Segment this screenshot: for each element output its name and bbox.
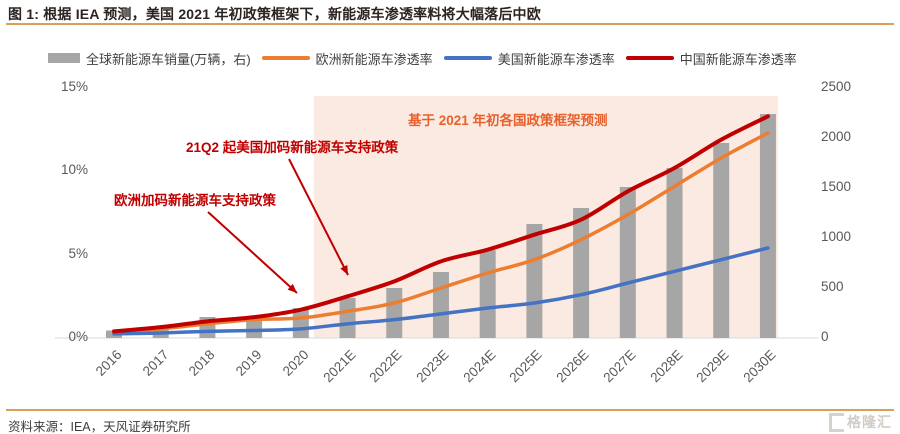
y-left-tick-0%: 0% — [68, 329, 88, 344]
y-right-tick-0: 0 — [821, 329, 829, 344]
legend-item-china: 中国新能源车渗透率 — [625, 49, 797, 68]
annotation-forecast-basis: 基于 2021 年初各国政策框架预测 — [408, 113, 608, 128]
line-swatch-us-icon — [443, 56, 492, 60]
legend-label-us: 美国新能源车渗透率 — [497, 51, 615, 67]
bar-2030E — [759, 114, 776, 338]
bar-2024E — [479, 250, 496, 338]
watermark-logo-icon — [829, 412, 844, 432]
legend-item-us: 美国新能源车渗透率 — [443, 49, 615, 68]
bar-swatch-icon — [48, 53, 80, 63]
source-note: 资料来源：IEA，天风证券研究所 — [8, 420, 191, 434]
bar-2028E — [666, 168, 683, 338]
legend-item-global-sales: 全球新能源车销量(万辆，右) — [48, 49, 251, 68]
europe-penetration-line — [112, 131, 770, 334]
annotation-us-policy: 21Q2 起美国加码新能源车支持政策 — [186, 140, 399, 155]
bar-2023E — [432, 272, 449, 338]
y-left-tick-15%: 15% — [60, 79, 88, 94]
line-swatch-europe-icon — [261, 56, 310, 60]
bar-2026E — [573, 208, 590, 338]
y-left-tick-10%: 10% — [60, 162, 88, 178]
title-underline — [6, 23, 894, 25]
bar-2021E — [339, 298, 356, 338]
legend-label-europe: 欧洲新能源车渗透率 — [315, 51, 433, 67]
watermark-text: 格隆汇 — [847, 414, 892, 430]
legend-item-europe: 欧洲新能源车渗透率 — [261, 49, 433, 68]
y-right-tick-1000: 1000 — [821, 229, 852, 244]
bar-2022E — [386, 288, 403, 338]
y-right-tick-1500: 1500 — [821, 179, 852, 194]
bar-2027E — [619, 187, 636, 338]
us-policy-arrow — [288, 158, 349, 276]
us-penetration-line — [112, 246, 770, 336]
legend-label-china: 中国新能源车渗透率 — [679, 51, 797, 67]
annotation-eu-policy: 欧洲加码新能源车支持政策 — [114, 193, 276, 208]
y-left-tick-5%: 5% — [68, 245, 88, 261]
y-right-tick-2500: 2500 — [821, 79, 852, 94]
line-swatch-china-icon — [625, 56, 674, 60]
watermark: 格隆汇 — [829, 412, 892, 432]
bar-2025E — [526, 224, 543, 338]
china-penetration-line — [112, 114, 770, 334]
figure-title: 图 1: 根据 IEA 预测，美国 2021 年初政策框架下，新能源车渗透率料将… — [8, 6, 541, 22]
chart-legend: 全球新能源车销量(万辆，右) 欧洲新能源车渗透率 美国新能源车渗透率 中国新能源… — [48, 49, 797, 67]
eu-policy-arrow — [207, 211, 298, 294]
y-right-tick-500: 500 — [821, 279, 844, 294]
legend-label-global-sales: 全球新能源车销量(万辆，右) — [86, 51, 251, 67]
eu-policy-arrow-head — [287, 283, 297, 293]
y-right-tick-2000: 2000 — [821, 129, 852, 144]
bar-2029E — [713, 143, 730, 338]
footer-rule — [6, 409, 894, 411]
us-policy-arrow-head — [340, 265, 348, 275]
